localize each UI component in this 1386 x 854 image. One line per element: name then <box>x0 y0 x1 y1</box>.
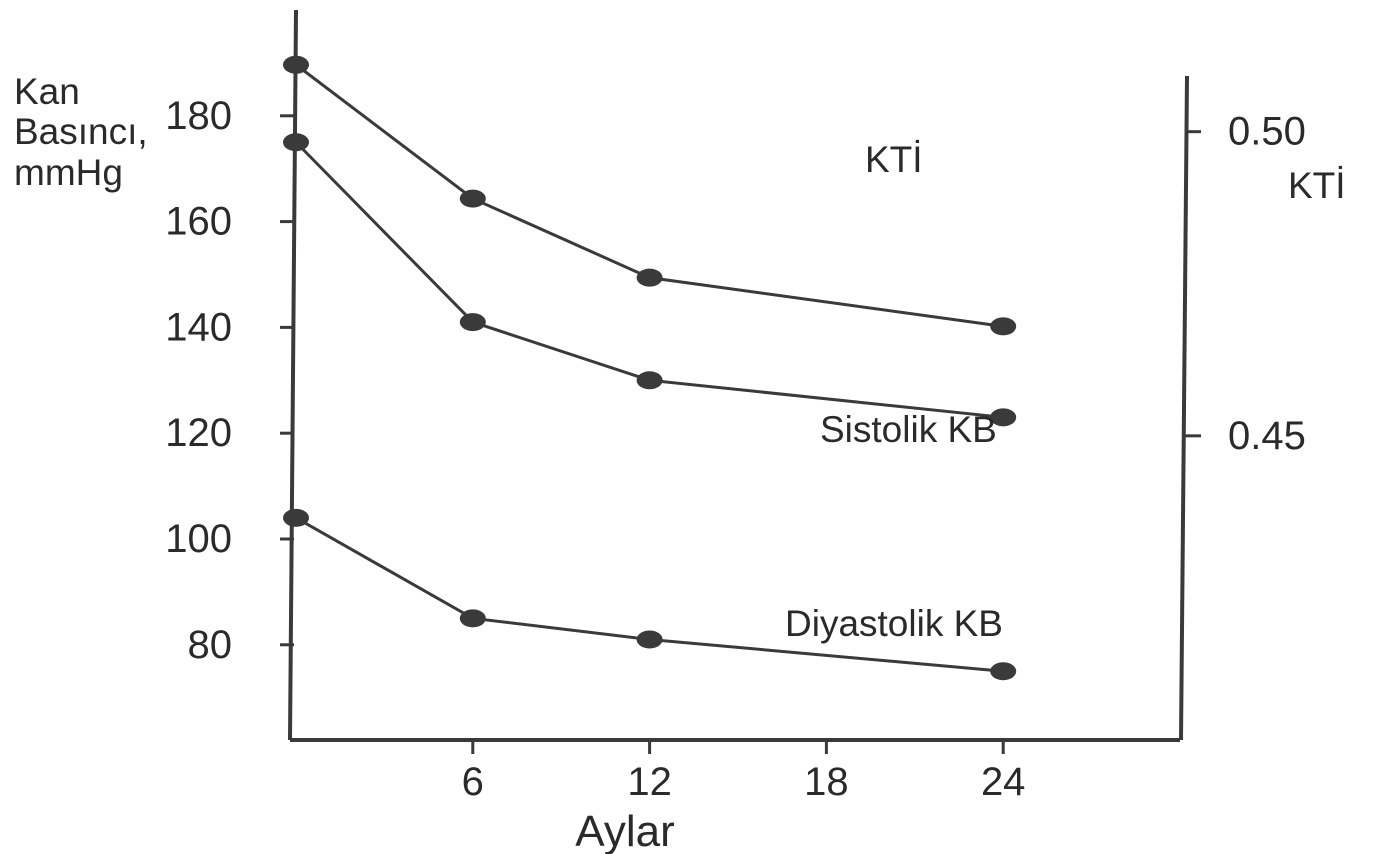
y-tick-label-right-0-45: 0.45 <box>1228 414 1306 458</box>
axes: 80 100 120 140 160 180 0.45 0.50 6 12 18 24 <box>165 9 1306 804</box>
point-kti-24 <box>990 317 1017 336</box>
series-label-kti: KTİ <box>865 139 923 180</box>
point-sistolik-24 <box>990 408 1017 427</box>
text-group: Kan Basıncı, mmHg KTİ Aylar KTİ Sistolik… <box>14 71 1346 854</box>
point-kti-6 <box>459 189 486 208</box>
y-tick-label-left-100: 100 <box>165 517 232 561</box>
x-tick-label-12: 12 <box>627 760 672 804</box>
point-kti-12 <box>636 268 663 287</box>
y-axis-label-left-line-2: Basıncı, <box>14 111 148 152</box>
point-diyastolik-6 <box>459 609 486 628</box>
y-axis-label-right: KTİ <box>1288 165 1346 206</box>
series-line-kti <box>295 63 1004 328</box>
point-diyastolik-12 <box>636 630 663 649</box>
point-sistolik-6 <box>459 313 486 332</box>
y-tick-label-left-140: 140 <box>165 305 232 349</box>
y-tick-label-left-160: 160 <box>165 200 232 244</box>
x-tick-label-6: 6 <box>462 760 484 804</box>
series-group <box>283 55 1017 681</box>
y-tick-label-left-80: 80 <box>188 623 233 667</box>
series-line-diyastolik <box>295 516 1004 673</box>
y-tick-label-left-120: 120 <box>165 411 232 455</box>
y-axis-left-line <box>288 9 298 741</box>
y-tick-label-right-0-5: 0.50 <box>1228 110 1306 154</box>
point-diyastolik-0 <box>283 508 309 527</box>
point-sistolik-12 <box>636 371 663 390</box>
x-axis-label: Aylar <box>575 807 674 854</box>
y-axis-label-left-line-3: mmHg <box>14 152 123 193</box>
y-tick-label-left-180: 180 <box>165 94 232 138</box>
series-line-sistolik <box>294 141 1004 419</box>
x-tick-label-18: 18 <box>804 760 849 804</box>
y-axis-right-line <box>1179 75 1189 741</box>
series-label-diyastolik: Diyastolik KB <box>785 603 1003 644</box>
point-kti-0 <box>283 55 309 74</box>
y-axis-label-left-line-1: Kan <box>14 71 80 112</box>
point-sistolik-0 <box>283 133 309 152</box>
x-tick-label-24: 24 <box>981 760 1026 804</box>
point-diyastolik-24 <box>990 662 1017 681</box>
series-label-sistolik: Sistolik KB <box>820 409 997 450</box>
